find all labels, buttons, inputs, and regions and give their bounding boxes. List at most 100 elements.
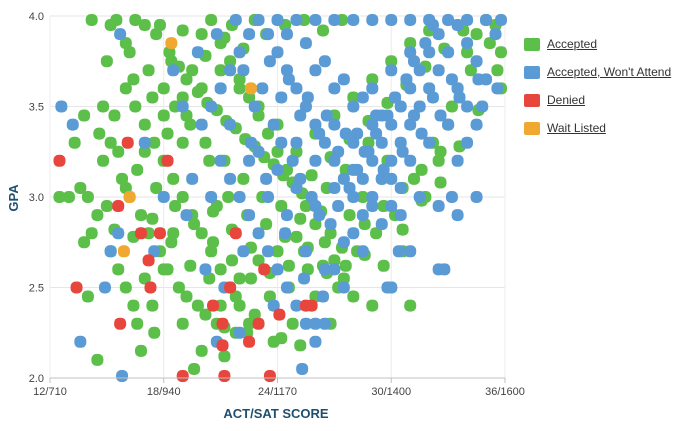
data-point — [138, 118, 151, 131]
data-point — [370, 127, 383, 140]
data-point — [294, 172, 307, 185]
data-point — [207, 236, 220, 249]
data-point — [305, 169, 318, 182]
data-point — [347, 14, 360, 26]
legend-swatch — [524, 121, 540, 135]
data-point — [91, 353, 104, 366]
data-point — [127, 73, 140, 86]
data-point — [273, 308, 286, 321]
data-point — [309, 317, 322, 330]
data-point — [262, 28, 275, 41]
data-point — [195, 82, 208, 95]
data-point — [180, 73, 193, 86]
data-point — [184, 259, 197, 272]
data-point — [163, 46, 176, 59]
data-point — [191, 46, 204, 59]
legend-swatch — [524, 37, 540, 51]
legend-item-accepted[interactable]: Accepted — [524, 30, 680, 58]
data-point — [423, 82, 436, 95]
data-point — [161, 154, 174, 167]
data-point — [243, 154, 256, 167]
legend-swatch — [524, 93, 540, 107]
data-point — [142, 64, 155, 77]
data-point — [318, 317, 331, 330]
data-point — [318, 55, 331, 68]
data-point — [214, 263, 227, 276]
data-point — [404, 118, 417, 131]
legend-item-denied[interactable]: Denied — [524, 86, 680, 114]
data-point — [366, 191, 379, 203]
data-point — [389, 91, 402, 104]
data-point — [442, 118, 455, 131]
data-point — [472, 73, 485, 86]
data-point — [445, 191, 458, 203]
data-point — [451, 209, 464, 222]
data-point — [356, 172, 369, 185]
data-point — [153, 227, 166, 240]
data-point — [309, 14, 322, 26]
y-axis-title: GPA — [6, 184, 21, 212]
data-point — [413, 64, 426, 77]
data-point — [248, 100, 261, 113]
data-point — [324, 218, 337, 231]
data-point — [157, 191, 170, 203]
data-point — [328, 254, 341, 267]
data-point — [243, 317, 256, 330]
y-tick-label: 2.5 — [29, 283, 44, 295]
data-point — [432, 154, 445, 167]
data-point — [252, 109, 265, 122]
data-point — [218, 350, 231, 363]
data-point — [252, 145, 265, 158]
data-point — [286, 154, 299, 167]
data-point — [347, 290, 360, 303]
data-point — [119, 281, 132, 294]
data-point — [318, 136, 331, 149]
data-point — [377, 163, 390, 176]
data-point — [165, 236, 178, 249]
data-point — [68, 136, 81, 149]
data-point — [423, 136, 436, 149]
data-point — [332, 145, 345, 158]
data-point — [413, 191, 426, 203]
data-point — [328, 181, 341, 194]
data-point — [203, 154, 216, 167]
data-point — [199, 263, 212, 276]
data-point — [275, 200, 288, 213]
data-point — [404, 154, 417, 167]
data-point — [366, 118, 379, 131]
legend-item-wait-listed[interactable]: Wait Listed — [524, 114, 680, 142]
data-point — [97, 100, 110, 113]
data-point — [370, 109, 383, 122]
data-point — [138, 145, 151, 158]
data-point — [280, 28, 293, 41]
data-point — [495, 14, 507, 26]
data-point — [356, 191, 369, 203]
data-point — [299, 37, 312, 50]
data-point — [317, 24, 329, 37]
data-point — [438, 263, 451, 276]
data-point — [172, 281, 185, 294]
data-point — [375, 218, 388, 231]
data-point — [119, 37, 132, 50]
data-point — [138, 19, 151, 32]
data-point — [400, 73, 413, 86]
x-tick-label: 36/1600 — [485, 386, 525, 398]
data-point — [226, 254, 238, 267]
data-point — [377, 259, 390, 272]
data-point — [237, 64, 250, 77]
data-point — [180, 290, 193, 303]
data-point — [356, 209, 369, 222]
data-point — [434, 176, 447, 189]
data-point — [299, 200, 312, 213]
data-point — [309, 335, 322, 348]
data-point — [271, 145, 284, 158]
y-tick-label: 3.0 — [29, 192, 44, 204]
data-point — [263, 370, 276, 382]
data-point — [176, 136, 189, 149]
legend-item-accepted-won-t-attend[interactable]: Accepted, Won't Attend — [524, 58, 680, 86]
data-point — [358, 145, 371, 158]
data-point — [205, 245, 218, 258]
data-point — [135, 344, 147, 357]
data-point — [296, 362, 309, 375]
data-point — [356, 245, 369, 258]
